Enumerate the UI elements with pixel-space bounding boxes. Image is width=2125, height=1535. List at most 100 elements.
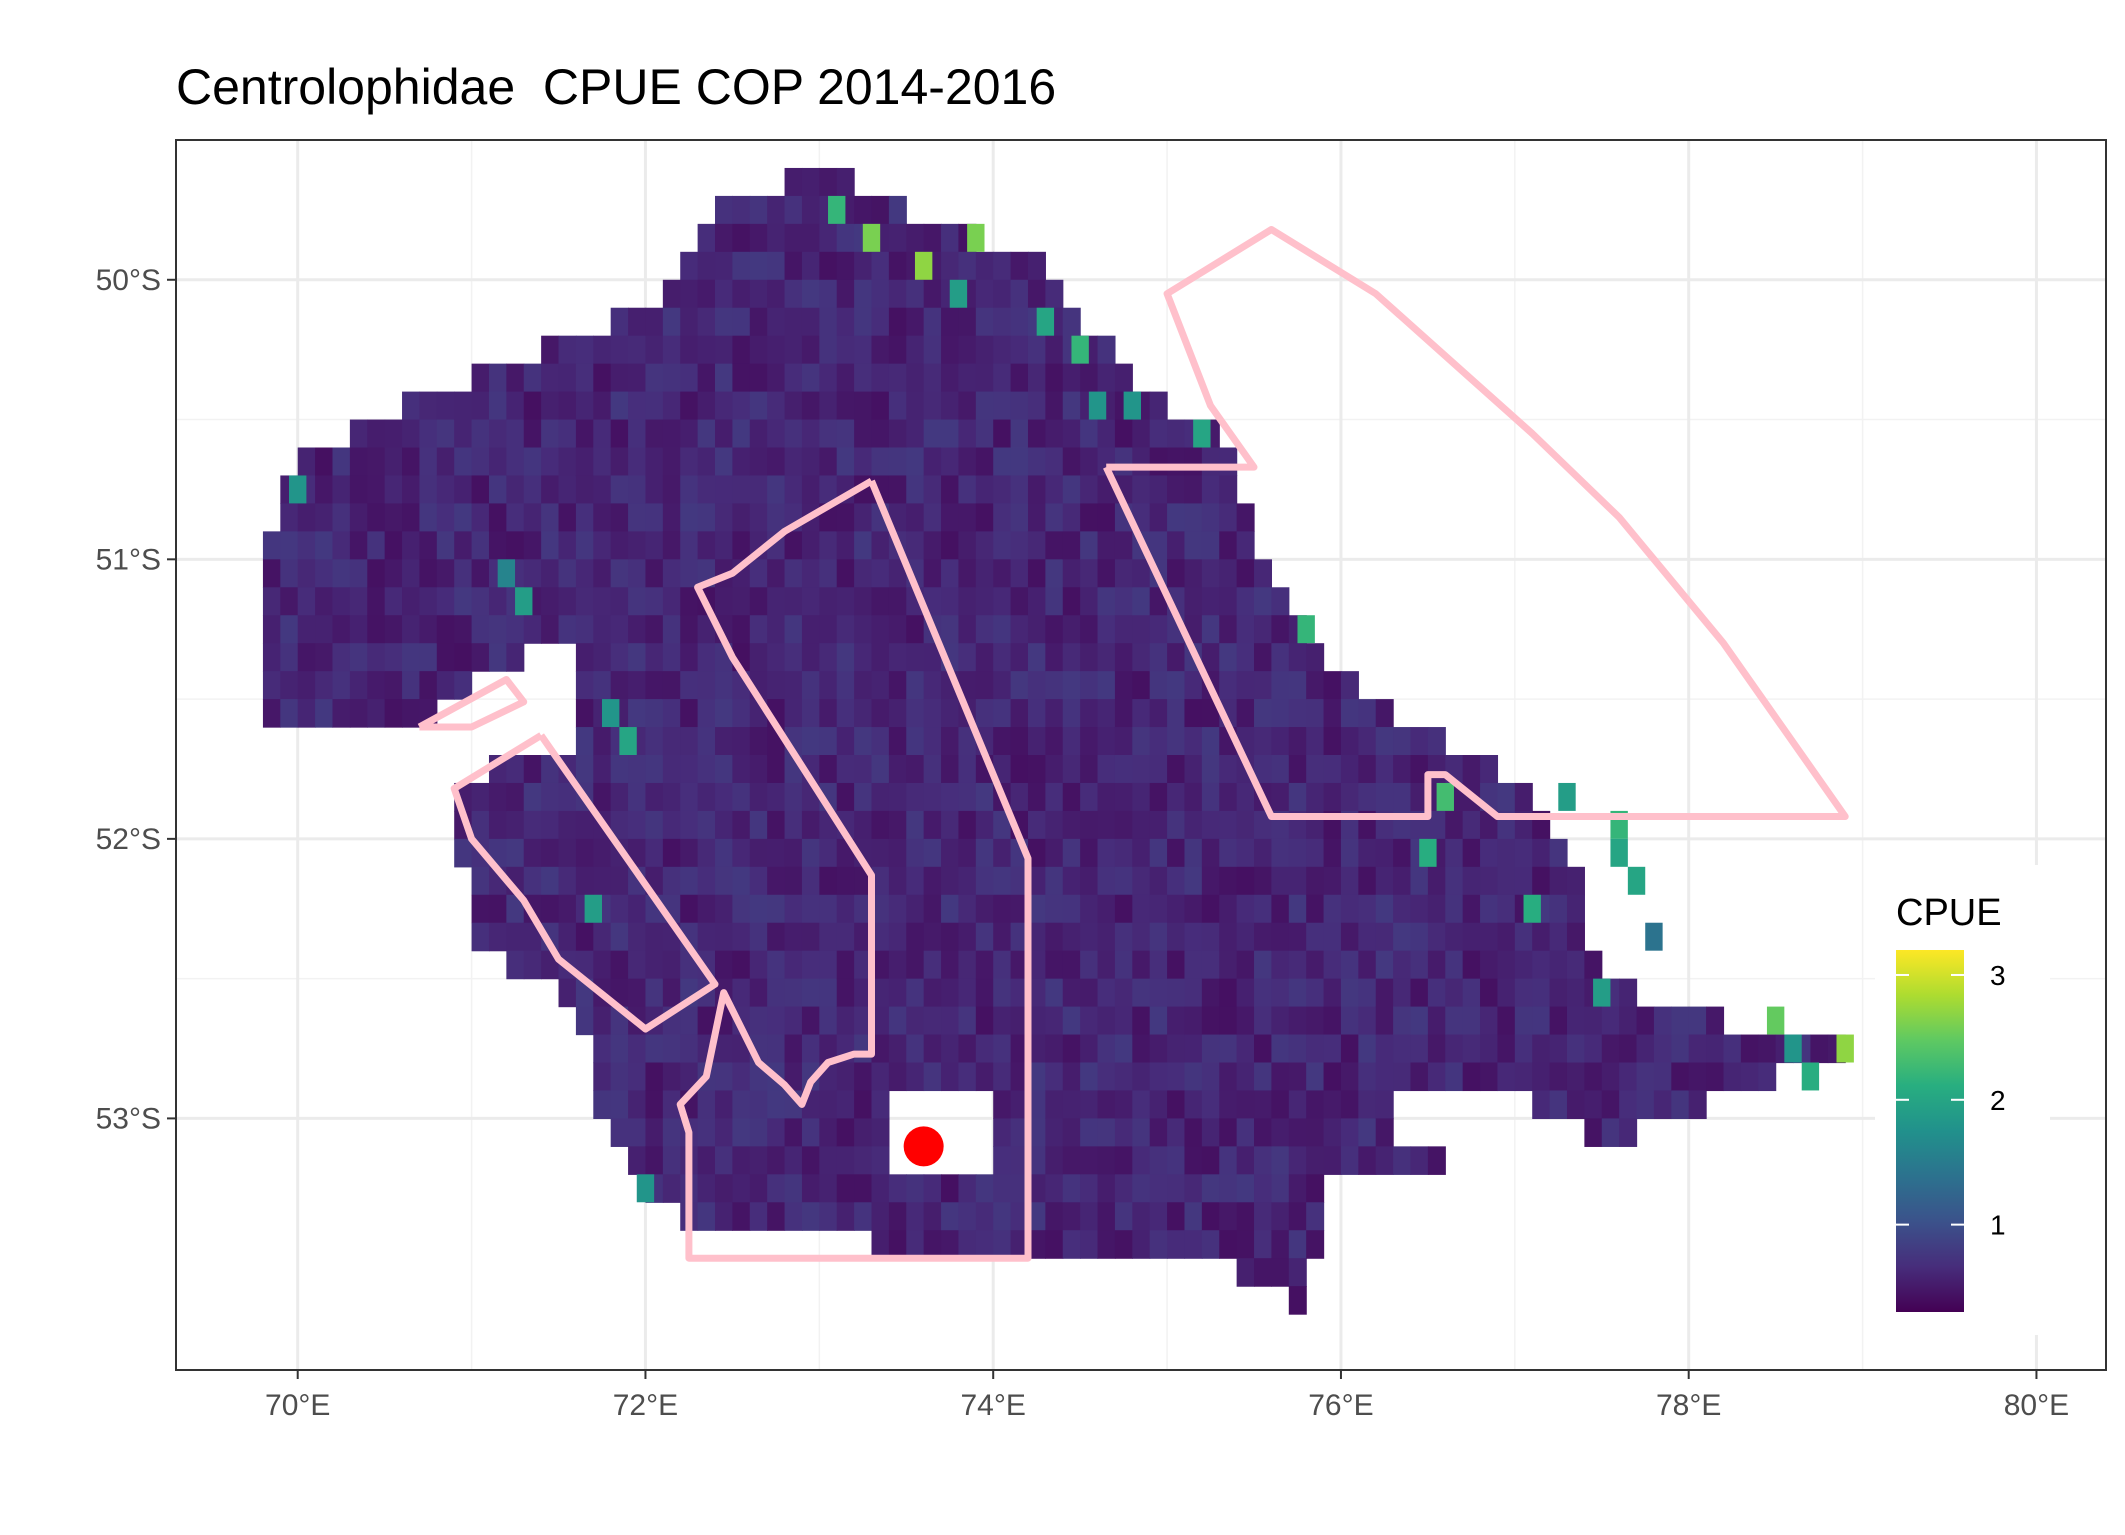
raster-cell [854,195,873,225]
raster-cell [1271,1230,1290,1259]
raster-cell [819,1118,838,1147]
raster-cell [923,335,942,365]
raster-cell [454,643,473,672]
raster-cell [941,838,960,868]
raster-cell [1184,1118,1203,1147]
raster-cell [854,643,873,672]
raster-cell [749,1174,768,1203]
raster-cell [1132,1174,1151,1203]
raster-cell [402,391,421,421]
raster-cell [1427,1006,1446,1036]
raster-cell [854,363,873,393]
raster-cell [1427,727,1446,756]
raster-cell [297,559,316,588]
raster-cell [1097,950,1116,980]
raster-cell [1427,1146,1446,1175]
raster-cell [1027,587,1046,616]
raster-cell [836,1174,855,1203]
raster-cell [575,447,594,477]
raster-cell [958,335,977,365]
raster-cell [923,1230,942,1259]
raster-cell [645,810,664,840]
raster-cell [680,643,699,672]
raster-cell [836,671,855,700]
raster-cell [923,363,942,393]
raster-cell [1445,950,1464,980]
raster-cell [906,838,925,868]
raster-cell [1306,1174,1325,1203]
raster-cell [1184,978,1203,1008]
raster-cell [784,643,803,672]
raster-cell [1149,615,1168,644]
raster-cell [1167,643,1186,672]
raster-cell [975,782,994,812]
raster-cell [419,531,438,560]
raster-cell [262,671,281,700]
raster-cell [262,531,281,560]
raster-cell [1393,782,1412,812]
raster-cell [1149,866,1168,896]
raster-cell [1288,1258,1307,1287]
raster-cell [923,755,942,784]
raster-cell [1306,1202,1325,1231]
raster-cell [506,447,525,477]
raster-cell [1184,531,1203,560]
raster-cell [1254,894,1273,924]
raster-cell [1271,1034,1290,1064]
raster-cell [315,671,334,700]
raster-cell [1114,587,1133,616]
raster-cell [993,447,1012,477]
raster-cell [697,838,716,868]
raster-cell [662,1062,681,1092]
raster-cell [1323,727,1342,756]
raster-cell [1010,1090,1029,1120]
raster-cell [801,251,820,281]
raster-cell [1201,559,1220,588]
raster-cell [628,531,647,560]
raster-cell [697,727,716,756]
raster-cell [1462,755,1481,784]
raster-cell [784,838,803,868]
raster-cell [628,643,647,672]
raster-cell [697,699,716,728]
raster-cell [1445,1006,1464,1036]
raster-cell [662,866,681,896]
raster-cell [958,615,977,644]
raster-cell [1027,950,1046,980]
raster-cell [767,755,786,784]
raster-cell [1045,559,1064,588]
raster-cell [1619,1006,1638,1036]
raster-cell [1080,1230,1099,1259]
raster-cell [958,950,977,980]
raster-cell [871,1062,890,1092]
raster-cell [575,363,594,393]
raster-cell [1080,782,1099,812]
raster-cell [1706,1006,1725,1036]
raster-cell [1167,950,1186,980]
raster-cell [1097,699,1116,728]
raster-cell [1045,1202,1064,1231]
raster-cell [1027,1034,1046,1064]
raster-cell [488,643,507,672]
raster-cell [784,223,803,253]
raster-cell [993,1146,1012,1175]
raster-cell [801,810,820,840]
raster-cell [680,475,699,505]
raster-cell [471,419,490,449]
raster-cell [367,419,386,449]
raster-cell [732,1146,751,1175]
raster-cell [888,1174,907,1203]
raster-cell [1080,950,1099,980]
raster-cell [628,755,647,784]
raster-cell [593,615,612,644]
raster-cell [1410,866,1429,896]
raster-cell [767,838,786,868]
raster-cell [575,419,594,449]
raster-cell [1201,615,1220,644]
raster-cell [628,419,647,449]
legend-tick-label: 1 [1990,1210,2006,1241]
raster-cell [1288,1286,1307,1315]
raster-cell [1045,838,1064,868]
raster-cell [628,699,647,728]
raster-cell [1184,447,1203,477]
